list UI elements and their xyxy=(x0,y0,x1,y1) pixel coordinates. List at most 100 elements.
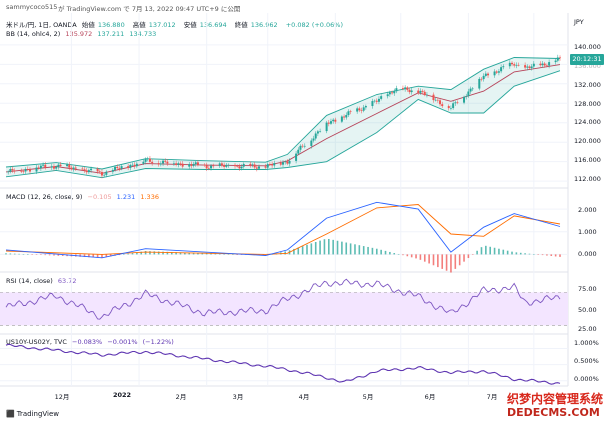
rsi-name[interactable]: RSI (14, close) xyxy=(6,277,53,285)
macd-name[interactable]: MACD (12, 26, close, 9) xyxy=(6,193,83,201)
candle-body xyxy=(220,163,223,166)
candle-body xyxy=(441,104,444,107)
macd-histogram-bar xyxy=(519,252,522,255)
candle-body xyxy=(194,162,197,165)
candle-body xyxy=(554,60,557,63)
candle-body xyxy=(456,102,459,103)
macd-histogram-bar xyxy=(118,254,121,256)
macd-histogram-bar xyxy=(5,253,7,255)
tradingview-logo-icon: ⬛ xyxy=(6,410,15,418)
candle-body xyxy=(358,108,361,111)
rsi-line xyxy=(5,278,561,320)
ohlc-low: 安値 136.694 xyxy=(183,21,227,29)
macd-histogram-bar xyxy=(393,253,396,255)
us10y-value-1: −0.083% xyxy=(72,338,103,346)
candle-body xyxy=(539,63,542,66)
candle-body xyxy=(207,168,210,169)
candle-body xyxy=(364,106,367,108)
candle-body xyxy=(13,170,16,172)
candle-body xyxy=(236,166,239,167)
candle-body xyxy=(532,63,535,67)
tradingview-brand[interactable]: ⬛ TradingView xyxy=(6,410,59,418)
us10y-value-3: (−1.22%) xyxy=(142,338,174,346)
candle-body xyxy=(57,164,60,168)
candle-body xyxy=(196,162,199,165)
us10y-tick-label: 1.000% xyxy=(574,339,599,347)
macd-histogram-bar xyxy=(463,254,465,262)
rsi-tick-label: 75.00 xyxy=(578,285,597,293)
macd-histogram-bar xyxy=(511,251,513,255)
macd-histogram-bar xyxy=(131,253,134,255)
y-axis-unit: JPY xyxy=(574,18,584,26)
publisher-username[interactable]: sammycoco515 xyxy=(6,3,58,11)
candle-body xyxy=(279,163,282,165)
candle-body xyxy=(223,165,226,167)
macd-histogram-bar xyxy=(293,248,295,255)
macd-histogram-bar xyxy=(92,254,95,258)
candle-body xyxy=(255,167,258,169)
us10y-tick-label: 0.500% xyxy=(574,357,599,365)
candle-body xyxy=(127,166,130,168)
candle-body xyxy=(314,133,317,139)
macd-histogram-bar xyxy=(445,254,448,271)
candle-body xyxy=(162,160,165,164)
candle-body xyxy=(334,119,337,122)
candle-body xyxy=(340,116,343,122)
publish-info: が TradingView.com で 7月 13, 2022 09:47 UT… xyxy=(58,5,241,13)
price-tick-label: 124.000 xyxy=(574,118,601,126)
candle-body xyxy=(111,169,114,172)
macd-histogram-bar xyxy=(53,254,55,256)
macd-line xyxy=(5,201,561,259)
macd-histogram-bar xyxy=(166,251,169,255)
macd-histogram-bar xyxy=(192,252,195,255)
candle-body xyxy=(515,64,518,66)
us10y-legend: US10Y-US02Y, TVC −0.083% −0.001% (−1.22%… xyxy=(6,338,177,346)
candle-body xyxy=(210,165,213,169)
macd-histogram-bar xyxy=(541,254,544,256)
candle-body xyxy=(218,163,221,166)
candle-body xyxy=(98,171,101,173)
macd-histogram-bar xyxy=(467,254,470,259)
candle-body xyxy=(406,87,409,90)
candle-body xyxy=(469,88,472,92)
candle-body xyxy=(517,64,520,66)
macd-histogram-bar xyxy=(227,254,230,255)
macd-histogram-bar xyxy=(402,254,404,256)
macd-histogram-bar xyxy=(493,247,496,255)
candle-body xyxy=(410,90,413,93)
candle-body xyxy=(151,161,154,164)
macd-histogram-bar xyxy=(480,247,483,255)
macd-histogram-bar xyxy=(306,244,308,255)
macd-histogram-bar xyxy=(175,252,177,255)
macd-histogram-bar xyxy=(515,252,518,255)
bb-name[interactable]: BB (14, ohlc4, 2) xyxy=(6,30,61,38)
time-tick-label: 7月 xyxy=(486,393,498,401)
candle-body xyxy=(142,161,145,164)
macd-histogram-bar xyxy=(35,254,38,255)
candle-body xyxy=(528,66,531,69)
candle-body xyxy=(432,94,435,101)
rsi-tick-label: 50.00 xyxy=(578,306,597,314)
candle-body xyxy=(360,110,363,111)
us10y-name[interactable]: US10Y-US02Y, TVC xyxy=(6,338,67,346)
candle-body xyxy=(454,102,457,104)
candle-body xyxy=(148,158,151,162)
candle-body xyxy=(242,163,245,167)
candle-body xyxy=(203,164,206,166)
candle-body xyxy=(404,87,407,90)
publish-header: sammycoco515 が TradingView.com で 7月 13, … xyxy=(0,0,616,13)
macd-histogram-bar xyxy=(9,253,12,255)
candle-body xyxy=(240,166,243,169)
macd-histogram-bar xyxy=(533,254,535,255)
macd-histogram-bar xyxy=(101,254,103,258)
macd-histogram-bar xyxy=(301,246,304,255)
macd-histogram-bar xyxy=(371,247,374,255)
macd-histogram-bar xyxy=(22,254,25,255)
candle-body xyxy=(96,168,99,172)
candle-body xyxy=(11,169,14,171)
symbol-title[interactable]: 米ドル/円, 1日, OANDA xyxy=(6,21,77,29)
candle-body xyxy=(556,57,559,61)
candle-body xyxy=(175,163,178,165)
candle-body xyxy=(268,164,271,165)
